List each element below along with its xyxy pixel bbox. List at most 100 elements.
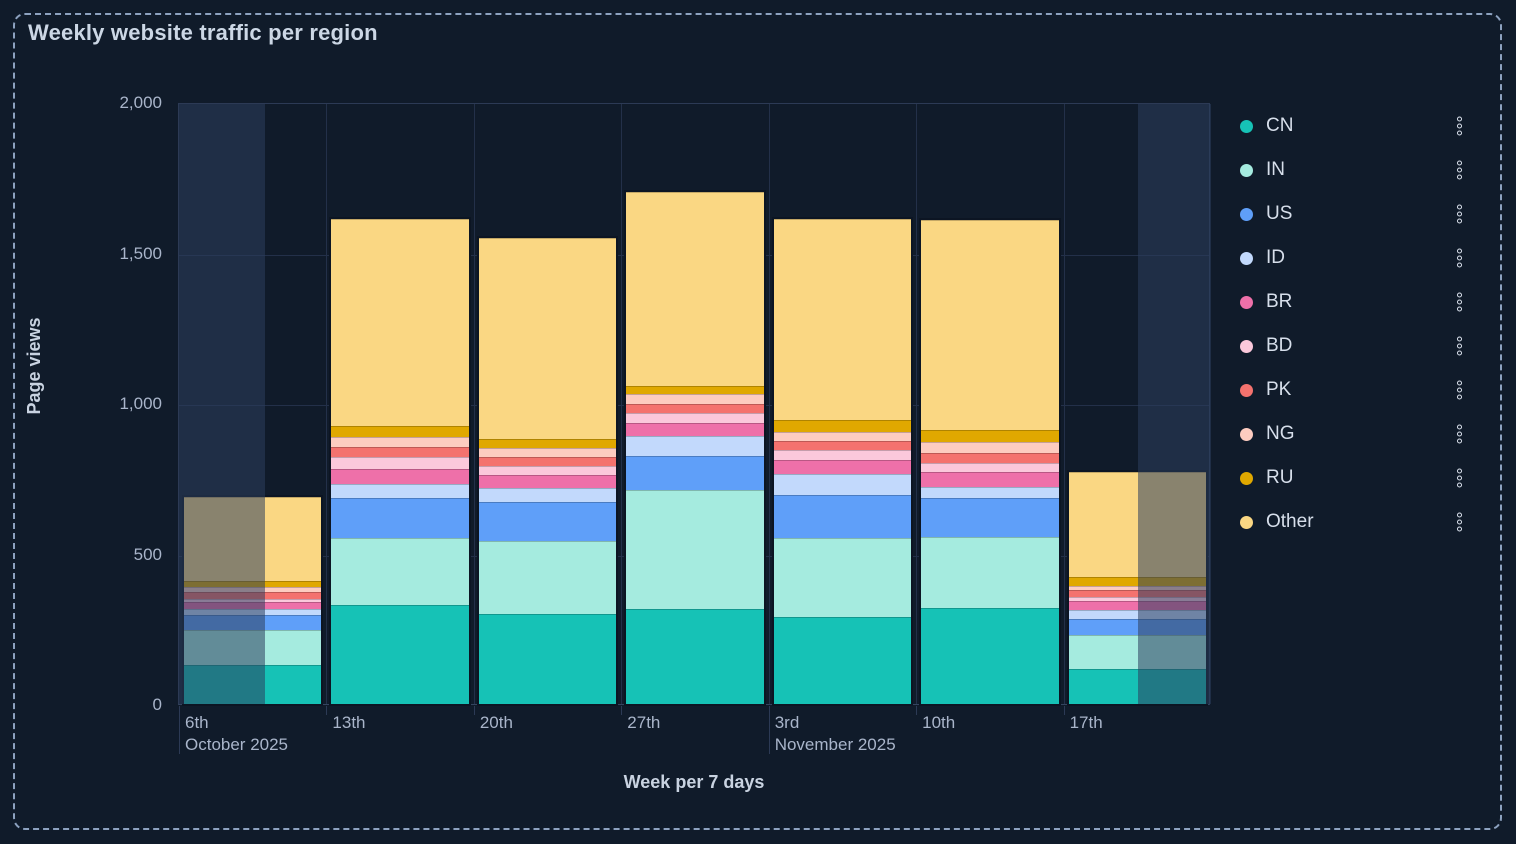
bar-segment-BR-20th[interactable] xyxy=(478,475,617,488)
bar-segment-Other-3rd[interactable] xyxy=(773,219,912,420)
bar-segment-RU-27th[interactable] xyxy=(626,386,764,395)
bar-segment-ID-20th[interactable] xyxy=(478,487,617,502)
panel-title: Weekly website traffic per region xyxy=(28,20,378,45)
bar-segment-RU-3rd[interactable] xyxy=(773,419,912,432)
bar-segment-IN-10th[interactable] xyxy=(921,536,1059,608)
legend-item-BD[interactable]: BD xyxy=(1240,324,1468,368)
series-menu-kebab-icon[interactable] xyxy=(1455,511,1464,534)
series-menu-kebab-icon[interactable] xyxy=(1455,423,1464,446)
bar-segment-IN-13th[interactable] xyxy=(331,538,469,605)
bar-week-3rd xyxy=(771,217,914,706)
x-category-label: 3rd xyxy=(774,713,800,732)
bar-segment-PK-27th[interactable] xyxy=(626,404,764,414)
bar-segment-CN-10th[interactable] xyxy=(921,607,1059,704)
bar-segment-BD-10th[interactable] xyxy=(921,462,1059,473)
bar-segment-ID-10th[interactable] xyxy=(921,486,1059,498)
legend-item-ID[interactable]: ID xyxy=(1240,236,1468,280)
bar-segment-IN-3rd[interactable] xyxy=(773,538,912,617)
legend-item-BR[interactable]: BR xyxy=(1240,280,1468,324)
bar-week-13th xyxy=(329,217,471,706)
bar-segment-NG-10th[interactable] xyxy=(921,441,1059,453)
legend-item-NG[interactable]: NG xyxy=(1240,412,1468,456)
legend-item-Other[interactable]: Other xyxy=(1240,500,1468,544)
chart-legend: CN IN US ID BR BD PK NG RU Other xyxy=(1240,104,1468,544)
x-tick xyxy=(916,706,918,715)
bar-segment-US-3rd[interactable] xyxy=(773,494,912,539)
bar-segment-NG-20th[interactable] xyxy=(478,447,617,457)
series-menu-kebab-icon[interactable] xyxy=(1455,159,1464,182)
bar-segment-Other-27th[interactable] xyxy=(626,192,764,387)
bar-segment-NG-3rd[interactable] xyxy=(773,431,912,441)
bar-segment-BR-13th[interactable] xyxy=(331,468,469,484)
bar-segment-CN-13th[interactable] xyxy=(331,604,469,704)
bar-segment-BR-27th[interactable] xyxy=(626,423,764,437)
bar-segment-RU-20th[interactable] xyxy=(478,438,617,448)
bar-segment-RU-13th[interactable] xyxy=(331,425,469,437)
legend-item-IN[interactable]: IN xyxy=(1240,148,1468,192)
bar-segment-Other-10th[interactable] xyxy=(921,219,1059,431)
bar-segment-IN-27th[interactable] xyxy=(626,490,764,610)
legend-item-label: BD xyxy=(1266,335,1293,356)
series-menu-kebab-icon[interactable] xyxy=(1455,203,1464,226)
bar-segment-PK-10th[interactable] xyxy=(921,452,1059,463)
legend-item-label: BR xyxy=(1266,291,1293,312)
bar-segment-RU-10th[interactable] xyxy=(921,430,1059,442)
bar-segment-NG-17th[interactable] xyxy=(1068,585,1206,590)
bar-segment-US-20th[interactable] xyxy=(478,501,617,542)
bar-segment-ID-27th[interactable] xyxy=(626,436,764,457)
bar-segment-CN-3rd[interactable] xyxy=(773,616,912,704)
bar-segment-ID-3rd[interactable] xyxy=(773,473,912,495)
series-menu-kebab-icon[interactable] xyxy=(1455,291,1464,314)
legend-item-label: CN xyxy=(1266,115,1294,136)
bar-segment-US-13th[interactable] xyxy=(331,497,469,539)
series-menu-kebab-icon[interactable] xyxy=(1455,115,1464,138)
legend-item-label: RU xyxy=(1266,467,1294,488)
bar-segment-PK-20th[interactable] xyxy=(478,456,617,467)
legend-item-US[interactable]: US xyxy=(1240,192,1468,236)
x-tick xyxy=(621,706,623,715)
legend-item-RU[interactable]: RU xyxy=(1240,456,1468,500)
bar-segment-BR-3rd[interactable] xyxy=(773,459,912,474)
bar-segment-BR-17th[interactable] xyxy=(1068,600,1206,610)
legend-item-PK[interactable]: PK xyxy=(1240,368,1468,412)
bar-segment-BD-17th[interactable] xyxy=(1068,596,1206,601)
bar-segment-BD-3rd[interactable] xyxy=(773,449,912,460)
bar-segment-BD-27th[interactable] xyxy=(626,413,764,424)
bar-segment-Other-20th[interactable] xyxy=(478,238,617,439)
x-category-label: 6th xyxy=(185,713,209,732)
legend-color-dot xyxy=(1240,471,1253,485)
bar-segment-US-10th[interactable] xyxy=(921,497,1059,537)
bar-segment-CN-20th[interactable] xyxy=(478,613,617,704)
bar-segment-RU-17th[interactable] xyxy=(1068,576,1206,586)
series-menu-kebab-icon[interactable] xyxy=(1455,247,1464,270)
bar-segment-PK-17th[interactable] xyxy=(1068,589,1206,597)
legend-item-label: PK xyxy=(1266,379,1292,400)
bar-segment-BR-10th[interactable] xyxy=(921,472,1059,487)
series-menu-kebab-icon[interactable] xyxy=(1455,467,1464,490)
series-menu-kebab-icon[interactable] xyxy=(1455,379,1464,402)
y-tick-label: 500 xyxy=(133,544,162,564)
chart-plot-area xyxy=(178,103,1211,754)
y-axis-title: Page views xyxy=(24,317,45,415)
v-gridline xyxy=(916,104,918,704)
bar-segment-NG-27th[interactable] xyxy=(626,394,764,405)
bar-segment-BD-20th[interactable] xyxy=(478,466,617,476)
bar-segment-ID-13th[interactable] xyxy=(331,483,469,498)
bar-segment-BD-13th[interactable] xyxy=(331,456,469,469)
v-gridline xyxy=(473,104,475,704)
bar-segment-CN-27th[interactable] xyxy=(626,609,764,704)
x-tick-month-start xyxy=(768,706,770,754)
bar-segment-Other-13th[interactable] xyxy=(331,219,469,426)
x-category-label: 13th xyxy=(332,713,366,732)
legend-item-label: Other xyxy=(1266,511,1314,532)
bar-segment-ID-17th[interactable] xyxy=(1068,609,1206,619)
bar-segment-PK-13th[interactable] xyxy=(331,446,469,457)
bar-segment-NG-13th[interactable] xyxy=(331,436,469,447)
bar-segment-PK-3rd[interactable] xyxy=(773,440,912,450)
legend-item-CN[interactable]: CN xyxy=(1240,104,1468,148)
series-menu-kebab-icon[interactable] xyxy=(1455,335,1464,358)
bar-segment-US-27th[interactable] xyxy=(626,456,764,491)
bar-segment-IN-20th[interactable] xyxy=(478,541,617,614)
legend-item-label: IN xyxy=(1266,159,1285,180)
